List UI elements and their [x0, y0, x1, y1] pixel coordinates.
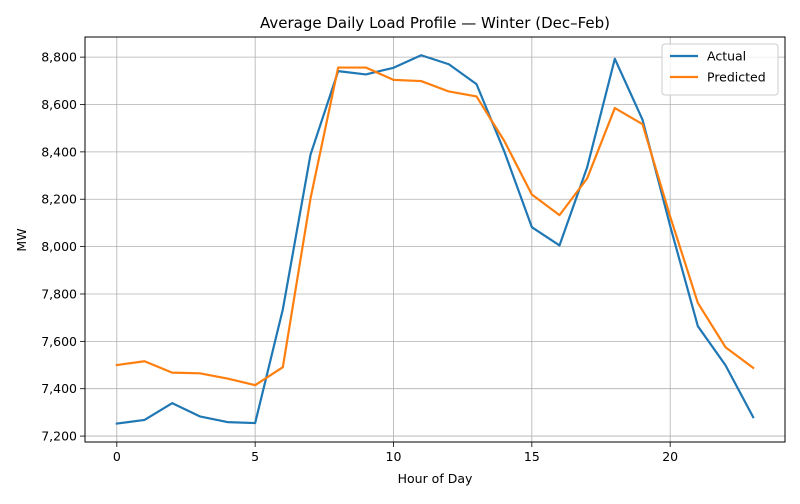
x-axis-label: Hour of Day — [398, 471, 473, 486]
series-lines — [115, 54, 755, 425]
y-tick-label: 7,800 — [41, 286, 77, 301]
y-axis-label: MW — [14, 228, 29, 251]
x-tick-label: 15 — [524, 449, 540, 464]
y-tick-label: 7,600 — [41, 334, 77, 349]
x-tick-label: 20 — [662, 449, 678, 464]
legend-label-actual: Actual — [707, 49, 746, 64]
legend: Actual Predicted — [661, 43, 779, 96]
y-tick-label: 8,600 — [41, 97, 77, 112]
legend-label-predicted: Predicted — [707, 70, 766, 85]
gridlines — [85, 37, 785, 442]
y-tick-label: 8,800 — [41, 50, 77, 65]
x-tick-label: 0 — [113, 449, 121, 464]
y-tick-label: 7,400 — [41, 381, 77, 396]
y-tick-label: 8,400 — [41, 144, 77, 159]
y-tick-label: 8,000 — [41, 239, 77, 254]
x-tick-label: 5 — [251, 449, 259, 464]
y-tick-label: 7,200 — [41, 429, 77, 444]
plot-frame — [84, 36, 786, 443]
chart-title: Average Daily Load Profile — Winter (Dec… — [260, 14, 610, 32]
x-tick-label: 10 — [386, 449, 402, 464]
axis-ticks: 0 5 10 15 20 7,200 7,400 7,600 7,800 8,000 8,200 8,… — [41, 50, 678, 464]
series-line-predicted — [115, 66, 755, 387]
y-tick-label: 8,200 — [41, 192, 77, 207]
